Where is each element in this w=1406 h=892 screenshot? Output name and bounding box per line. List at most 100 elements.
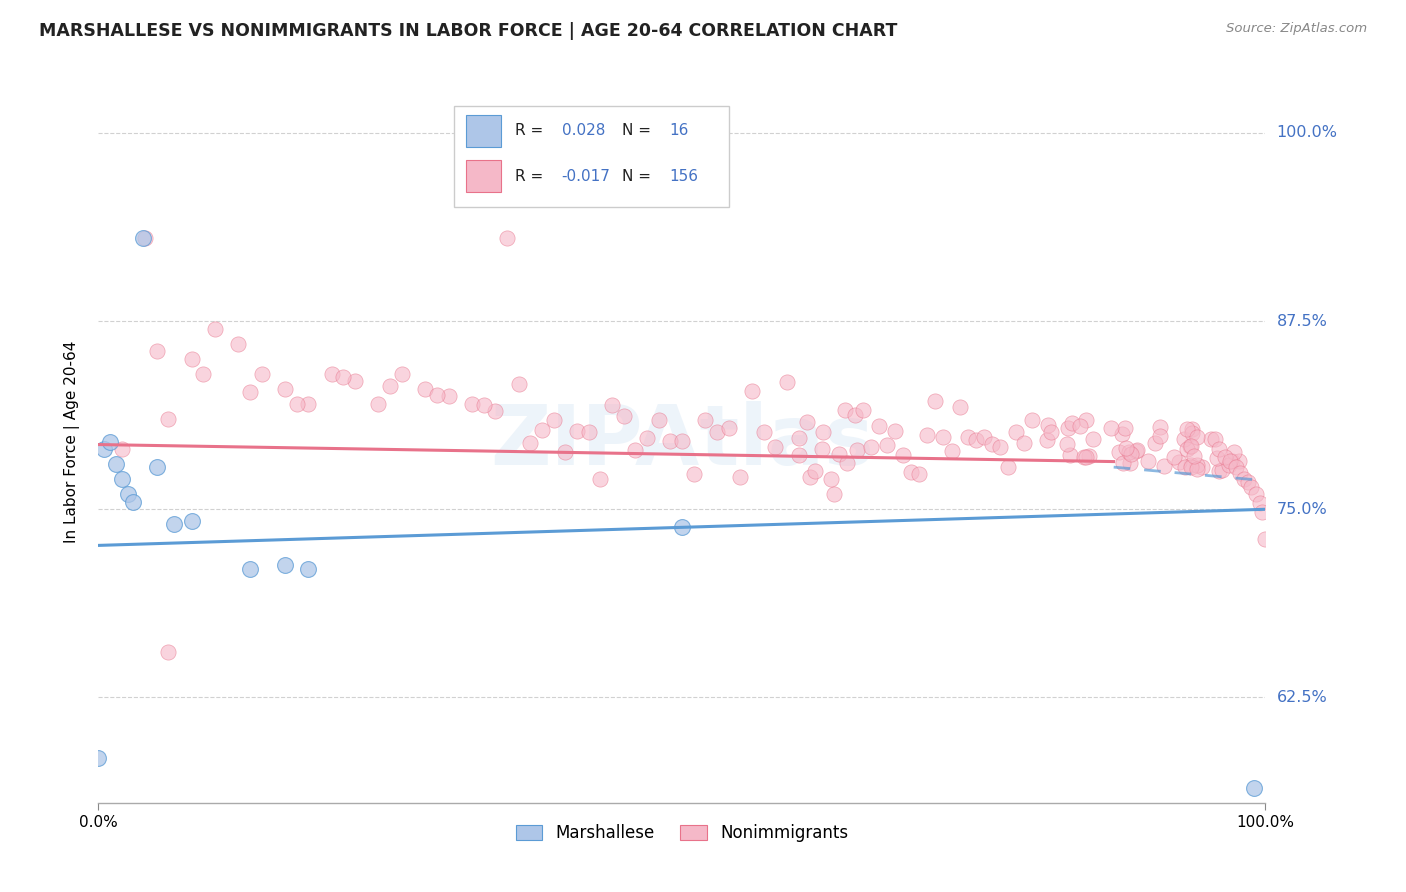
Text: R =: R = (515, 123, 548, 138)
Point (891, 448, 914, 462)
Point (908, 467, 931, 482)
Text: ZIPAtlas: ZIPAtlas (489, 401, 875, 482)
Text: 0.028: 0.028 (562, 123, 605, 138)
Point (1249, 496, 1271, 510)
Point (973, 430, 995, 444)
Point (391, 367, 413, 381)
Point (519, 435, 541, 450)
Point (1229, 466, 1251, 480)
FancyBboxPatch shape (465, 161, 501, 193)
Point (647, 413, 669, 427)
Point (932, 430, 955, 444)
Point (787, 431, 810, 445)
Point (461, 397, 484, 411)
Point (884, 424, 907, 438)
Point (900, 466, 922, 480)
Point (752, 425, 775, 439)
Point (1185, 462, 1208, 476)
Point (706, 425, 728, 439)
Point (426, 388, 449, 402)
FancyBboxPatch shape (465, 115, 501, 147)
Text: 87.5%: 87.5% (1277, 314, 1327, 328)
Point (741, 384, 763, 398)
Point (1057, 421, 1080, 435)
Point (321, 367, 343, 381)
Point (1119, 456, 1142, 470)
Point (93, 442, 115, 456)
Point (1180, 460, 1202, 475)
Point (1112, 456, 1135, 470)
Point (988, 440, 1011, 454)
Point (1036, 433, 1059, 447)
Point (204, 321, 226, 335)
Point (624, 442, 647, 457)
Point (157, 412, 180, 426)
Point (1227, 454, 1250, 468)
Point (1191, 459, 1213, 474)
Point (1005, 425, 1028, 440)
Point (811, 442, 834, 456)
Point (122, 494, 145, 508)
Point (496, 231, 519, 245)
Point (1081, 432, 1104, 446)
Point (868, 419, 890, 434)
Point (924, 393, 946, 408)
Point (554, 445, 576, 459)
Point (803, 464, 825, 478)
Point (543, 412, 565, 426)
Point (1077, 450, 1099, 464)
Point (1125, 444, 1147, 458)
Point (1108, 444, 1130, 458)
Point (250, 367, 273, 381)
Point (367, 397, 389, 411)
Point (146, 460, 169, 475)
Legend: Marshallese, Nonimmigrants: Marshallese, Nonimmigrants (509, 817, 855, 848)
Point (844, 408, 866, 422)
Point (472, 398, 495, 412)
Point (1114, 420, 1136, 434)
Point (997, 460, 1019, 475)
Point (1237, 475, 1260, 490)
Point (1111, 427, 1133, 442)
Point (1163, 450, 1185, 465)
Point (132, 231, 155, 245)
Point (1206, 451, 1229, 466)
Point (413, 382, 436, 396)
Point (297, 562, 319, 576)
Point (239, 384, 262, 399)
Point (695, 412, 717, 426)
Point (1143, 436, 1166, 450)
Point (1021, 413, 1043, 427)
Point (671, 434, 693, 448)
Point (1040, 425, 1063, 439)
Point (1149, 419, 1171, 434)
Point (828, 446, 851, 460)
Point (1173, 432, 1195, 446)
Point (846, 442, 869, 457)
Point (1118, 445, 1140, 459)
Point (1185, 458, 1208, 472)
Point (1233, 472, 1256, 486)
Point (956, 430, 979, 444)
Point (1244, 487, 1267, 501)
Point (1254, 533, 1277, 547)
Point (1153, 459, 1175, 474)
Point (1062, 416, 1084, 430)
Point (834, 402, 856, 417)
Point (948, 400, 970, 414)
Point (1199, 432, 1222, 446)
Point (876, 438, 898, 452)
Point (297, 397, 319, 411)
Point (600, 398, 623, 412)
Text: N =: N = (623, 169, 657, 184)
Point (344, 375, 367, 389)
Point (134, 231, 156, 245)
Point (1182, 449, 1205, 463)
Point (285, 397, 308, 411)
Point (1181, 426, 1204, 441)
Point (163, 517, 186, 532)
Point (437, 389, 460, 403)
Text: R =: R = (515, 169, 548, 184)
Point (1240, 480, 1263, 494)
Point (1180, 439, 1202, 453)
